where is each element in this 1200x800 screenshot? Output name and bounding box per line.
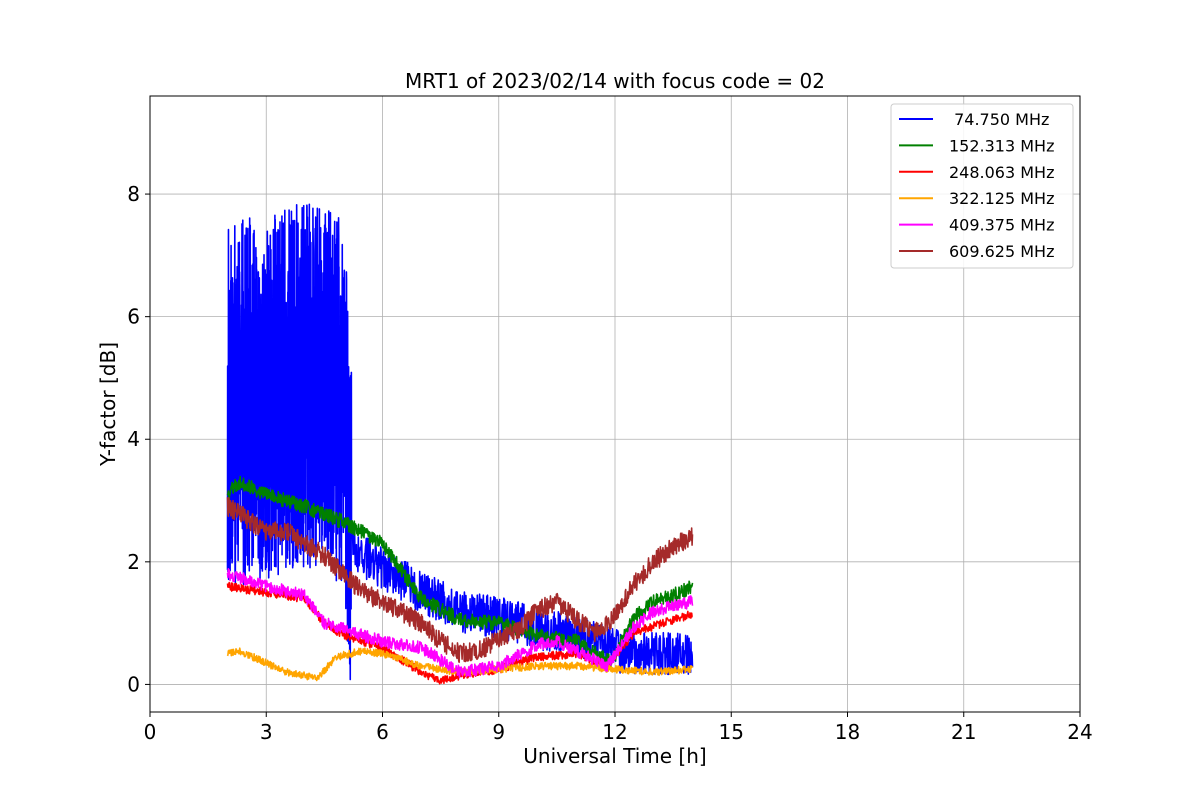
legend-entry: 409.375 MHz <box>949 216 1054 235</box>
x-tick-label: 0 <box>144 720 157 744</box>
x-tick-label: 9 <box>492 720 505 744</box>
legend: 74.750 MHz 152.313 MHz 248.063 MHz 322.125 … <box>890 103 1074 269</box>
y-tick-label: 6 <box>127 305 140 329</box>
legend-entry: 609.625 MHz <box>949 242 1054 261</box>
legend-box <box>890 103 1074 269</box>
x-tick-label: 12 <box>602 720 627 744</box>
series-lines <box>226 203 694 685</box>
x-tick-label: 18 <box>835 720 860 744</box>
x-tick-label: 21 <box>951 720 976 744</box>
legend-entry: 152.313 MHz <box>949 136 1054 155</box>
x-tick-label: 24 <box>1067 720 1092 744</box>
legend-entry: 322.125 MHz <box>949 189 1054 208</box>
y-tick-label: 8 <box>127 182 140 206</box>
legend-entry: 74.750 MHz <box>949 110 1049 129</box>
x-tick-label: 3 <box>260 720 273 744</box>
y-axis-label: Y-factor [dB] <box>96 342 120 467</box>
y-tick-label: 4 <box>127 427 140 451</box>
y-tick-label: 0 <box>127 672 140 696</box>
x-tick-label: 15 <box>719 720 744 744</box>
x-tick-label: 6 <box>376 720 389 744</box>
chart-title: MRT1 of 2023/02/14 with focus code = 02 <box>405 69 825 93</box>
y-tick-label: 2 <box>127 550 140 574</box>
legend-entry: 248.063 MHz <box>949 163 1054 182</box>
series-line <box>226 497 694 664</box>
series-line <box>226 568 694 679</box>
x-axis-label: Universal Time [h] <box>523 744 706 768</box>
